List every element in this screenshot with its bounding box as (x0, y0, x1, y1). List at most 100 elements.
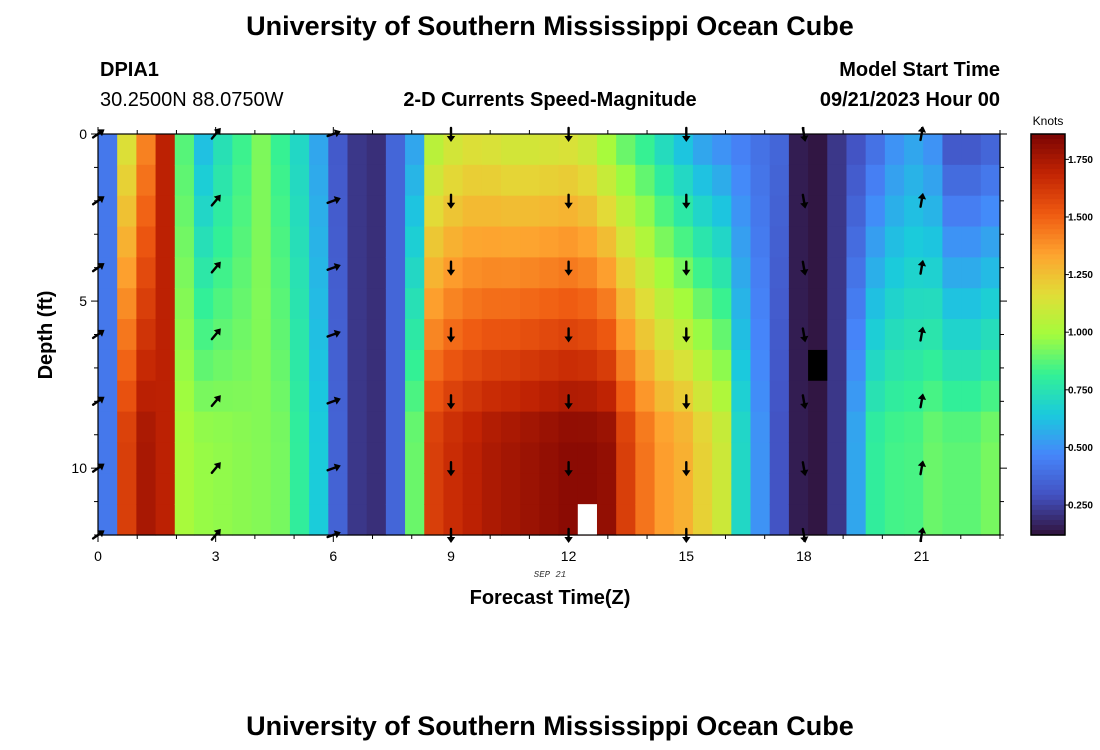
heatmap-cell (673, 257, 694, 289)
colorbar (1031, 134, 1065, 536)
current-arrow (210, 528, 221, 541)
current-arrow (326, 396, 341, 405)
heatmap-cell (501, 226, 521, 258)
heatmap-cell (405, 442, 425, 474)
heatmap-cell (309, 349, 329, 382)
heatmap-cell (808, 164, 828, 197)
colorbar-segment (1031, 179, 1065, 185)
heatmap-cell (405, 257, 425, 289)
colorbar-segment (1031, 279, 1065, 285)
heatmap-cell (117, 226, 137, 258)
heatmap-cell (481, 504, 502, 536)
current-arrow (917, 326, 927, 342)
heatmap-cell (942, 164, 963, 197)
heatmap-cell (980, 134, 1001, 166)
heatmap-cell (251, 195, 272, 228)
heatmap-cell (827, 411, 848, 444)
heatmap-cell (309, 473, 329, 505)
heatmap-cell (443, 349, 464, 382)
heatmap-cell (635, 504, 656, 536)
heatmap-cell (232, 411, 253, 444)
heatmap-cell (270, 380, 291, 413)
heatmap-cell (865, 349, 886, 382)
colorbar-segment (1031, 434, 1065, 441)
heatmap-cell (270, 134, 291, 166)
heatmap-cell (270, 504, 291, 536)
heatmap-cell (501, 257, 521, 289)
heatmap-cell (846, 226, 867, 258)
heatmap-cell (980, 504, 1001, 536)
heatmap-cell (328, 380, 349, 413)
heatmap-cell (270, 349, 291, 382)
heatmap-cell (865, 288, 886, 320)
heatmap-cell (865, 380, 886, 413)
heatmap-cell (692, 288, 713, 320)
heatmap-cell (347, 473, 368, 505)
heatmap-cell (405, 473, 425, 505)
colorbar-segment (1031, 284, 1065, 290)
heatmap-cell (846, 164, 867, 197)
current-arrow (446, 260, 456, 276)
heatmap-cell (577, 349, 598, 382)
colorbar-segment (1031, 274, 1065, 280)
heatmap-cell (98, 504, 118, 536)
heatmap-cell (289, 504, 310, 536)
heatmap-cell (596, 411, 617, 444)
heatmap-cell (443, 226, 464, 258)
colorbar-frame (1030, 133, 1066, 536)
current-arrow (446, 327, 456, 343)
colorbar-segment (1031, 289, 1065, 295)
heatmap-cell (808, 288, 828, 320)
heatmap-cell (980, 411, 1001, 444)
heatmap-cell (309, 226, 329, 258)
colorbar-segment (1031, 304, 1065, 311)
heatmap-cell (443, 380, 464, 413)
heatmap-cell (443, 164, 464, 197)
heatmap-cell (596, 442, 617, 474)
heatmap-cell (193, 257, 214, 289)
heatmap-cell (558, 442, 579, 474)
heatmap-cell (673, 349, 694, 382)
heatmap-cell (98, 380, 118, 413)
heatmap-cell (520, 257, 540, 289)
heatmap-cell (193, 195, 214, 228)
heatmap-cell (193, 411, 214, 444)
heatmap-cell (117, 319, 137, 351)
heatmap-cell (462, 442, 483, 474)
heatmap-cell (481, 195, 502, 228)
heatmap-cell (424, 442, 445, 474)
heatmap-cell (769, 319, 790, 351)
x-tick-label: 0 (94, 548, 102, 564)
current-arrow (91, 196, 105, 206)
heatmap-cell (98, 349, 118, 382)
date-annotation: SEP 21 (534, 570, 566, 580)
heatmap-cell (366, 134, 387, 166)
heatmap-cell (712, 195, 732, 228)
heatmap-cell (481, 164, 502, 197)
heatmap-cell (788, 288, 809, 320)
colorbar-tick-label: 0.250 (1068, 501, 1093, 512)
colorbar-segment (1031, 479, 1065, 486)
heatmap-cell (462, 195, 483, 228)
heatmap-cell (117, 411, 137, 444)
heatmap-cell (213, 504, 233, 536)
heatmap-cell (232, 380, 253, 413)
heatmap-cell (366, 195, 387, 228)
heatmap-cell (673, 504, 694, 536)
heatmap-cell (942, 504, 963, 536)
heatmap-cell (174, 226, 195, 258)
heatmap-cell (155, 195, 176, 228)
colorbar-segment (1031, 394, 1065, 401)
colorbar-segment (1031, 154, 1065, 160)
heatmap-cell (539, 411, 560, 444)
heatmap-cell (692, 504, 713, 536)
colorbar-segment (1031, 269, 1065, 275)
heatmap-cell (673, 195, 694, 228)
heatmap-cell (232, 319, 253, 351)
current-arrow (210, 328, 221, 341)
heatmap-cell (385, 195, 406, 228)
colorbar-segment (1031, 424, 1065, 431)
x-tick-label: 3 (212, 548, 220, 564)
heatmap-cell (654, 349, 675, 382)
colorbar-segment (1031, 419, 1065, 426)
